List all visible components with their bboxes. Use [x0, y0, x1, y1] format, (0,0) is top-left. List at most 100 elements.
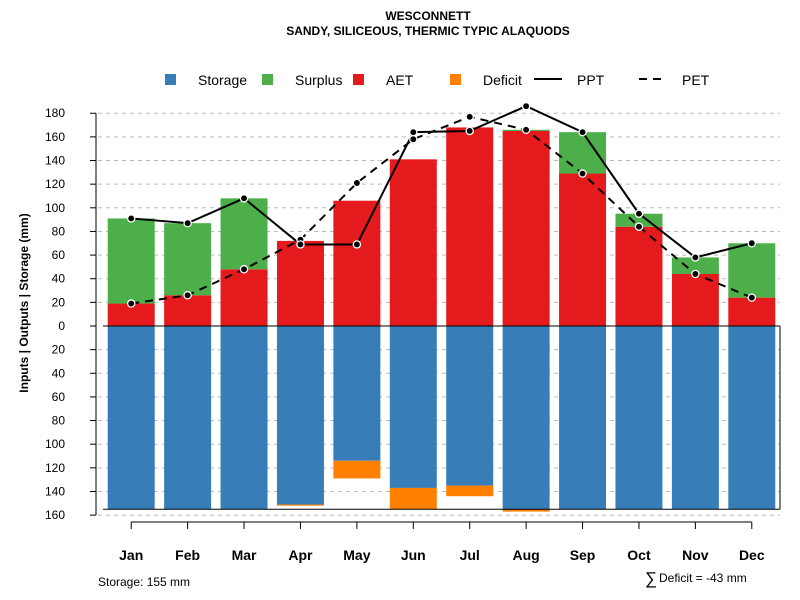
pet-point-jul	[465, 112, 474, 122]
legend-label-aet: AET	[386, 72, 414, 88]
ppt-line	[131, 105, 753, 259]
x-tick-label-jan: Jan	[119, 547, 143, 563]
y-axis-label: Inputs | Outputs | Storage (mm)	[17, 213, 31, 392]
y-tick-label: 180	[45, 106, 65, 120]
deficit-bar-may	[333, 460, 381, 479]
aet-bar-feb	[164, 295, 212, 326]
aet-bar-dec	[728, 297, 776, 326]
aet-bar-jul	[446, 127, 494, 326]
pet-point-jan	[126, 299, 136, 308]
sum-symbol: ∑	[645, 569, 657, 588]
ppt-point-jun	[409, 127, 418, 137]
surplus-bar-nov	[671, 257, 719, 274]
x-tick-label-feb: Feb	[175, 547, 200, 563]
legend-swatch-surplus	[262, 74, 273, 85]
surplus-bar-dec	[728, 243, 776, 298]
x-tick-label-nov: Nov	[682, 547, 709, 563]
legend-item-aet: AET	[353, 72, 414, 88]
storage-bar-aug	[502, 326, 550, 510]
ppt-point-jul	[465, 126, 474, 136]
y-tick-label: 100	[45, 201, 65, 215]
pet-line	[131, 115, 753, 305]
lines-group	[126, 101, 757, 308]
surplus-bar-sep	[559, 132, 607, 174]
y-tick-label: 120	[45, 177, 65, 191]
chart-title: WESCONNETT	[385, 9, 471, 23]
y-tick-label: 40	[52, 272, 66, 286]
chart-subtitle: SANDY, SILICEOUS, THERMIC TYPIC ALAQUODS	[286, 24, 570, 38]
ppt-point-sep	[578, 127, 587, 137]
x-tick-label-aug: Aug	[513, 547, 540, 563]
ppt-point-apr	[296, 240, 305, 249]
storage-bar-dec	[728, 326, 776, 510]
x-tick-label-may: May	[343, 547, 370, 563]
legend-label-surplus: Surplus	[295, 72, 342, 88]
y-tick-label: 160	[45, 130, 65, 144]
ppt-point-mar	[239, 194, 249, 203]
y-tick-label: 60	[52, 248, 66, 262]
surplus-bar-feb	[164, 223, 212, 296]
y-tick-label: 160	[45, 508, 65, 522]
x-tick-label-jul: Jul	[460, 547, 480, 563]
surplus-bar-jan	[107, 218, 155, 304]
storage-bar-nov	[671, 326, 719, 510]
legend-label-ppt: PPT	[577, 72, 605, 88]
grid-lines	[98, 112, 780, 516]
x-tick-label-sep: Sep	[570, 547, 596, 563]
aet-bar-aug	[502, 130, 550, 326]
pet-point-mar	[239, 265, 249, 274]
deficit-bar-jun	[389, 487, 437, 510]
ppt-point-aug	[521, 101, 531, 111]
legend-item-pet: PET	[639, 72, 710, 88]
y-tick-label: 20	[52, 343, 66, 357]
storage-bar-jan	[107, 326, 155, 510]
y-tick-label: 80	[52, 414, 66, 428]
pet-point-feb	[183, 291, 192, 300]
ppt-point-may	[352, 240, 362, 249]
ppt-point-jan	[126, 214, 136, 223]
pet-point-sep	[578, 169, 587, 178]
x-tick-label-mar: Mar	[232, 547, 257, 563]
legend-item-storage: Storage	[165, 72, 247, 88]
y-tick-label: 40	[52, 366, 66, 380]
y-tick-label: 0	[58, 319, 65, 333]
ppt-point-nov	[691, 253, 700, 262]
deficit-footer: Deficit = -43 mm	[659, 571, 747, 585]
legend-swatch-deficit	[450, 74, 461, 85]
y-tick-label: 120	[45, 461, 65, 475]
aet-bar-apr	[276, 240, 324, 326]
x-tick-label-dec: Dec	[739, 547, 765, 563]
aet-bar-nov	[671, 273, 719, 326]
legend-item-ppt: PPT	[534, 72, 605, 88]
storage-bar-jun	[389, 326, 437, 488]
legend-label-pet: PET	[682, 72, 710, 88]
legend-item-surplus: Surplus	[262, 72, 342, 88]
aet-bar-sep	[559, 173, 607, 326]
ppt-point-oct	[634, 209, 644, 218]
y-tick-label: 140	[45, 484, 65, 498]
storage-bar-feb	[164, 326, 212, 510]
surplus-bar-mar	[220, 198, 268, 270]
pet-point-aug	[521, 125, 531, 135]
bars-group	[107, 127, 776, 512]
storage-bar-sep	[559, 326, 607, 510]
pet-point-jun	[409, 134, 418, 144]
pet-point-oct	[634, 222, 644, 231]
pet-point-dec	[747, 293, 757, 302]
aet-bar-jun	[389, 159, 437, 326]
legend-item-deficit: Deficit	[450, 72, 522, 88]
y-tick-label: 100	[45, 437, 65, 451]
ppt-point-dec	[747, 239, 757, 248]
aet-bar-jan	[107, 303, 155, 326]
legend-swatch-aet	[353, 74, 364, 85]
storage-bar-apr	[276, 326, 324, 505]
legend-swatch-storage	[165, 74, 176, 85]
storage-bar-mar	[220, 326, 268, 510]
pet-point-may	[352, 178, 362, 188]
x-tick-label-apr: Apr	[288, 547, 313, 563]
deficit-bar-jul	[446, 485, 494, 497]
legend-label-storage: Storage	[198, 72, 247, 88]
aet-bar-mar	[220, 269, 268, 326]
axes-group: 180 160 140 120 100 80 60 40 20 0 20 40 60 80 100 120 14…	[45, 106, 781, 563]
aet-bar-may	[333, 200, 381, 326]
